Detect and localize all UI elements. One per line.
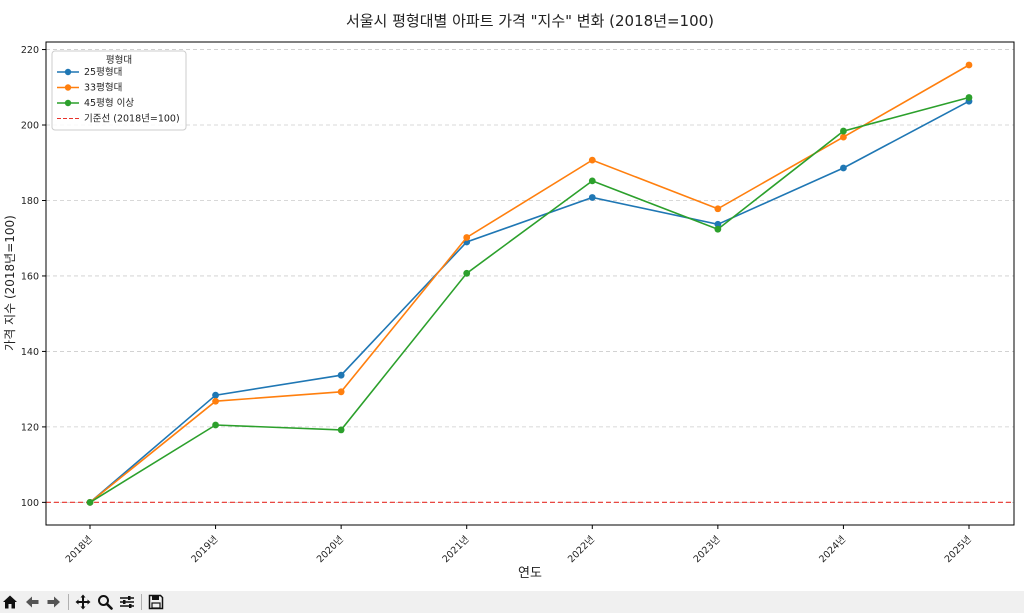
data-point xyxy=(463,269,471,277)
legend-label: 33평형대 xyxy=(84,83,122,94)
pan-icon[interactable] xyxy=(73,592,93,612)
legend-label: 45평형 이상 xyxy=(84,98,134,109)
plot-toolbar xyxy=(0,591,1024,613)
legend-title: 평형대 xyxy=(106,55,132,66)
legend-box xyxy=(51,50,187,131)
data-point xyxy=(965,94,973,101)
legend-label: 25평형대 xyxy=(84,67,122,78)
plot-area-frame xyxy=(45,41,1015,526)
data-point xyxy=(840,127,847,135)
data-point xyxy=(588,194,596,201)
toolbar-separator xyxy=(68,594,69,610)
chart-title: 서울시 평형대별 아파트 가격 "지수" 변화 (2018년=100) xyxy=(346,12,714,30)
data-point xyxy=(588,156,596,164)
data-point xyxy=(337,371,345,379)
x-axis-label: 연도 xyxy=(518,566,542,581)
data-point xyxy=(463,234,471,241)
data-point xyxy=(714,220,722,228)
save-icon[interactable] xyxy=(146,592,166,612)
configure-icon[interactable] xyxy=(117,592,137,612)
legend-marker xyxy=(64,68,72,76)
y-tick-label: 100 xyxy=(21,498,39,509)
x-tick-label: 2025년 xyxy=(943,534,974,565)
x-tick-label: 2019년 xyxy=(189,534,220,565)
data-point xyxy=(212,391,219,399)
home-icon[interactable] xyxy=(0,592,20,612)
data-point xyxy=(337,388,345,396)
y-tick-label: 220 xyxy=(21,45,39,56)
legend-label: 기준선 (2018년=100) xyxy=(84,114,180,125)
data-point xyxy=(714,205,722,213)
y-tick-label: 200 xyxy=(21,121,39,132)
x-tick-label: 2024년 xyxy=(817,534,848,565)
data-point xyxy=(588,177,596,185)
y-tick-label: 140 xyxy=(21,347,39,358)
data-point xyxy=(86,498,94,506)
data-point xyxy=(337,426,345,434)
data-point xyxy=(965,61,973,69)
legend-marker xyxy=(64,84,72,91)
data-point xyxy=(840,133,847,141)
back-icon[interactable] xyxy=(22,592,42,612)
x-tick-label: 2023년 xyxy=(692,534,723,565)
series-layer xyxy=(86,61,973,506)
x-tick-label: 2021년 xyxy=(440,534,471,565)
y-tick-label: 180 xyxy=(21,196,39,207)
y-tick-label: 160 xyxy=(21,271,39,282)
x-tick-label: 2018년 xyxy=(64,534,95,565)
data-point xyxy=(840,164,847,172)
y-axis-label: 가격 지수 (2018년=100) xyxy=(3,215,17,351)
chart: 서울시 평형대별 아파트 가격 "지수" 변화 (2018년=100) 100 1… xyxy=(3,12,1015,581)
data-point xyxy=(714,225,722,233)
x-tick-label: 2020년 xyxy=(315,534,346,565)
zoom-icon[interactable] xyxy=(95,592,115,612)
series-line-2 xyxy=(89,64,970,504)
data-point xyxy=(212,397,219,405)
data-point xyxy=(212,421,219,429)
x-tick-label: 2022년 xyxy=(566,534,597,565)
series-line-1 xyxy=(89,100,970,504)
toolbar-separator xyxy=(141,594,142,610)
legend-marker xyxy=(64,99,72,107)
y-tick-label: 120 xyxy=(21,422,39,433)
forward-icon[interactable] xyxy=(44,592,64,612)
series-line-3 xyxy=(89,96,970,504)
grid-lines xyxy=(46,49,1014,503)
